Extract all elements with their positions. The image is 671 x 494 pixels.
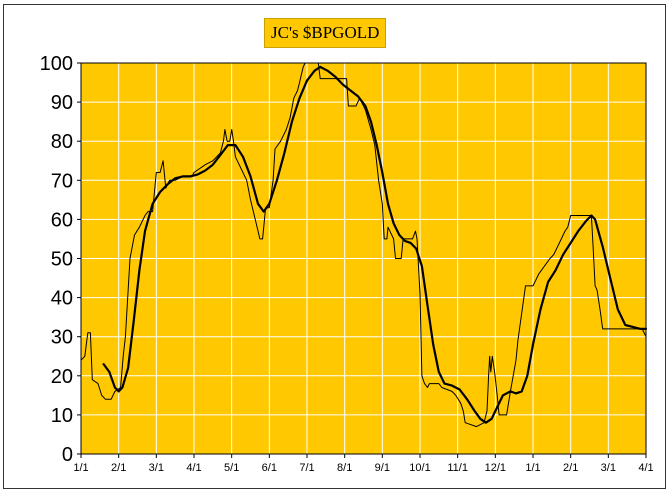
x-tick-label: 5/1: [224, 462, 239, 474]
x-tick-label: 12/1: [485, 462, 506, 474]
y-tick-label: 100: [40, 53, 73, 75]
y-tick-label: 50: [51, 249, 73, 271]
y-tick-label: 20: [51, 366, 73, 388]
bpgold-line: [80, 62, 647, 428]
x-tick-label: 1/1: [73, 462, 88, 474]
y-tick-label: 0: [62, 444, 73, 466]
x-tick-label: 10/1: [409, 462, 430, 474]
chart-title: JC's $BPGOLD: [264, 18, 387, 48]
x-tick-label: 7/1: [299, 462, 314, 474]
y-tick-label: 10: [51, 405, 73, 427]
x-tick-label: 1/1: [525, 462, 540, 474]
x-axis: 1/1 2/1 3/1 4/1 5/1 6/1 7/1 8/1 9/1 10/1 11/1 12/1 1…: [73, 454, 654, 474]
x-tick-label: 2/1: [111, 462, 126, 474]
x-tick-label: 2/1: [563, 462, 578, 474]
series-lines: [80, 62, 648, 428]
x-tick-label: 4/1: [638, 462, 653, 474]
x-tick-label: 11/1: [447, 462, 468, 474]
y-tick-label: 90: [51, 92, 73, 114]
x-tick-label: 9/1: [375, 462, 390, 474]
y-tick-label: 70: [51, 170, 73, 192]
x-tick-label: 3/1: [149, 462, 164, 474]
y-tick-label: 40: [51, 288, 73, 310]
x-tick-label: 8/1: [337, 462, 352, 474]
x-tick-label: 6/1: [262, 462, 277, 474]
y-tick-label: 80: [51, 131, 73, 153]
x-tick-label: 4/1: [186, 462, 201, 474]
y-tick-label: 30: [51, 327, 73, 349]
y-tick-label: 60: [51, 209, 73, 231]
x-tick-label: 3/1: [601, 462, 616, 474]
moving-average-line: [102, 65, 648, 424]
y-axis: 0 10 20 30 40 50 60 70 80 90 100: [40, 53, 81, 466]
